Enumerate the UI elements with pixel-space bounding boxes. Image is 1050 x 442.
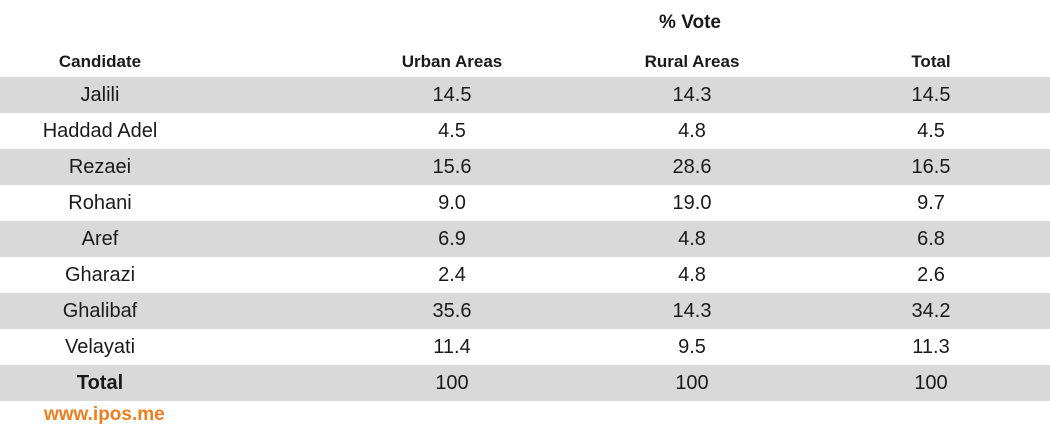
rural-value-cell: 19.0 <box>672 192 712 214</box>
candidate-cell: Haddad Adel <box>42 120 158 142</box>
rural-value-cell: 4.8 <box>678 120 706 142</box>
rural-value-cell: 9.5 <box>678 336 706 358</box>
total-value-cell: 9.7 <box>917 192 945 214</box>
rural-value-cell: 28.6 <box>672 156 712 178</box>
total-value-cell: 16.5 <box>911 156 951 178</box>
total-value-cell: 100 <box>914 372 948 394</box>
table-row: Rezaei 15.6 28.6 16.5 <box>0 149 1050 185</box>
table-row: Rohani 9.0 19.0 9.7 <box>0 185 1050 221</box>
website-link[interactable]: www.ipos.me <box>44 404 165 425</box>
table-row: Velayati 11.4 9.5 11.3 <box>0 329 1050 365</box>
column-header-total: Total <box>911 52 951 71</box>
candidate-cell: Gharazi <box>64 264 136 286</box>
column-header-candidate: Candidate <box>58 52 142 71</box>
candidate-cell: Velayati <box>64 336 136 358</box>
column-header-rural-areas: Rural Areas <box>644 52 740 71</box>
table-row: Ghalibaf 35.6 14.3 34.2 <box>0 293 1050 329</box>
column-headers: Candidate Urban Areas Rural Areas Total <box>0 48 1050 76</box>
urban-value-cell: 100 <box>435 372 469 394</box>
urban-value-cell: 4.5 <box>438 120 466 142</box>
candidate-cell: Ghalibaf <box>62 300 138 322</box>
candidate-cell: Aref <box>81 228 119 250</box>
total-value-cell: 34.2 <box>911 300 951 322</box>
column-header-urban-areas: Urban Areas <box>401 52 503 71</box>
group-header-vote-percent: % Vote <box>659 12 721 33</box>
urban-value-cell: 35.6 <box>432 300 472 322</box>
urban-value-cell: 15.6 <box>432 156 472 178</box>
total-value-cell: 14.5 <box>911 84 951 106</box>
rural-value-cell: 14.3 <box>672 84 712 106</box>
urban-value-cell: 9.0 <box>438 192 466 214</box>
candidate-cell: Rohani <box>68 192 132 214</box>
total-value-cell: 4.5 <box>917 120 945 142</box>
rural-value-cell: 4.8 <box>678 228 706 250</box>
table-body: Jalili 14.5 14.3 14.5 Haddad Adel 4.5 4.8 4.5 Re… <box>0 77 1050 401</box>
rural-value-cell: 4.8 <box>678 264 706 286</box>
total-value-cell: 6.8 <box>917 228 945 250</box>
urban-value-cell: 14.5 <box>432 84 472 106</box>
candidate-cell: Rezaei <box>68 156 132 178</box>
rural-value-cell: 14.3 <box>672 300 712 322</box>
table-row: Gharazi 2.4 4.8 2.6 <box>0 257 1050 293</box>
urban-value-cell: 6.9 <box>438 228 466 250</box>
table-row: Haddad Adel 4.5 4.8 4.5 <box>0 113 1050 149</box>
table-row: Aref 6.9 4.8 6.8 <box>0 221 1050 257</box>
candidate-cell: Jalili <box>80 84 120 106</box>
table-total-row: Total 100 100 100 <box>0 365 1050 401</box>
urban-value-cell: 2.4 <box>438 264 466 286</box>
candidate-cell: Total <box>76 372 124 394</box>
rural-value-cell: 100 <box>675 372 709 394</box>
total-value-cell: 2.6 <box>917 264 945 286</box>
table-row: Jalili 14.5 14.3 14.5 <box>0 77 1050 113</box>
urban-value-cell: 11.4 <box>433 336 471 358</box>
total-value-cell: 11.3 <box>912 336 950 358</box>
